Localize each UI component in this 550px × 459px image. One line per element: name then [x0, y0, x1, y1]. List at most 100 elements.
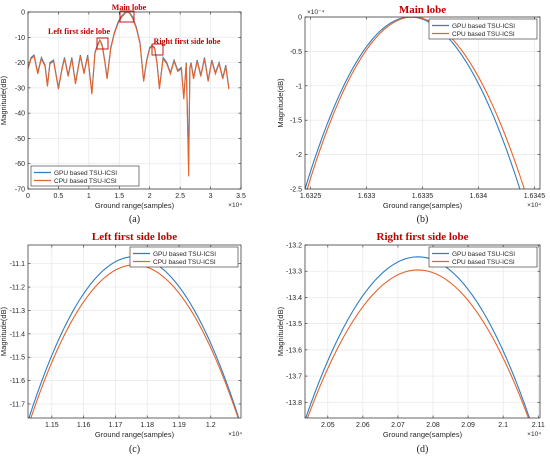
- x-tick-label: 2.5: [175, 193, 185, 200]
- x-tick-label: 1.18: [140, 422, 154, 429]
- y-tick-label: -40: [15, 111, 25, 118]
- axes-frame: [27, 244, 242, 419]
- y-tick-label: -13.6: [286, 347, 302, 354]
- axes-frame: [304, 16, 541, 190]
- plot-area: [28, 12, 241, 189]
- annotation-box: [151, 43, 164, 56]
- x-tick-label: 1.6335: [412, 193, 434, 200]
- panel-title: Main lobe: [399, 4, 446, 16]
- x-tick-label: 2.1: [498, 422, 508, 429]
- annotation-box: [119, 10, 135, 23]
- series-line-cpu: [28, 12, 230, 177]
- y-axis-label: Magnitude(dB): [0, 306, 8, 356]
- axes-frame: [304, 244, 541, 419]
- series-line-gpu: [305, 256, 530, 418]
- x-tick-label: 1.634: [470, 193, 488, 200]
- legend-box: [129, 246, 239, 268]
- x-tick-label: 2.09: [461, 422, 475, 429]
- x-exponent-label: ×10⁴: [527, 202, 541, 209]
- annotation-label: Main lobe: [112, 3, 147, 12]
- panel-caption: (c): [129, 444, 140, 455]
- panel-caption: (a): [129, 214, 140, 225]
- chart-panel-a: 0 0.5 1 1.5 2 2.5 3 3.5 0 -10 -20 -30 -40 -50 -60 -70 Gr…: [0, 3, 246, 225]
- chart-panel-b: 1.6325 1.633 1.6335 1.634 1.6345 0 -0.5 -1 -1.5 -…: [276, 4, 545, 225]
- y-tick-label: -13.2: [286, 243, 302, 250]
- legend-label: CPU based TSU-ICSI: [452, 259, 515, 266]
- chart-panel-c: 1.15 1.16 1.17 1.18 1.19 1.2 -11.1 -11.2 -11.3 -1…: [0, 231, 242, 455]
- x-tick-label: 1.15: [45, 422, 59, 429]
- y-tick-label: -11.3: [10, 308, 26, 315]
- legend-label: GPU based TSU-ICSI: [54, 170, 117, 177]
- legend-box: [428, 246, 538, 268]
- y-tick-label: -13.8: [286, 400, 302, 407]
- x-tick-label: 2.05: [321, 422, 335, 429]
- annotation-label: Right first side lobe: [154, 37, 221, 46]
- x-tick-label: 1.16: [77, 422, 91, 429]
- y-axis-label: Magnitude(dB): [276, 306, 285, 356]
- panel-caption: (d): [417, 444, 429, 455]
- y-axis-label: Magnitude(dB): [276, 78, 285, 128]
- x-tick-label: 2: [148, 193, 152, 200]
- x-tick-label: 3: [209, 193, 213, 200]
- y-exponent-label: ×10⁻⁴: [307, 9, 324, 16]
- y-tick-label: -70: [15, 187, 25, 194]
- y-tick-label: -11.2: [10, 285, 26, 292]
- x-tick-label: 1.19: [172, 422, 186, 429]
- y-tick-label: -13.3: [286, 269, 302, 276]
- legend-label: GPU based TSU-ICSI: [452, 23, 515, 30]
- y-tick-label: 0: [21, 10, 25, 17]
- y-tick-label: 0: [298, 15, 302, 22]
- y-tick-label: -11.5: [10, 355, 26, 362]
- axes-frame: [27, 11, 242, 190]
- annotation-label: Left first side lobe: [48, 27, 110, 36]
- y-tick-label: -50: [15, 136, 25, 143]
- y-tick-label: -30: [15, 85, 25, 92]
- legend-label: CPU based TSU-ICSI: [54, 178, 117, 185]
- x-axis-label: Ground range(samples): [383, 201, 463, 210]
- y-tick-label: -11.7: [10, 401, 26, 408]
- legend-label: GPU based TSU-ICSI: [153, 251, 216, 258]
- y-axis-label: Magnitude(dB): [0, 75, 8, 125]
- y-tick-label: -0.5: [290, 49, 302, 56]
- y-tick-label: -11.4: [10, 331, 26, 338]
- y-tick-label: -10: [15, 35, 25, 42]
- panel-title: Right first side lobe: [377, 231, 469, 243]
- plot-area: [28, 245, 241, 418]
- x-tick-label: 1.2: [206, 422, 216, 429]
- y-tick-label: -20: [15, 60, 25, 67]
- y-tick-label: -11.1: [10, 261, 26, 268]
- x-axis-label: Ground range(samples): [95, 201, 175, 210]
- y-tick-label: -60: [15, 161, 25, 168]
- x-tick-label: 1.633: [358, 193, 376, 200]
- panel-caption: (b): [417, 214, 429, 225]
- x-tick-label: 1.6345: [524, 193, 546, 200]
- chart-panel-d: 2.05 2.06 2.07 2.08 2.09 2.1 2.11 -13.2 -13.3 -13…: [276, 231, 545, 455]
- x-tick-label: 2.06: [356, 422, 370, 429]
- x-tick-label: 1.17: [109, 422, 123, 429]
- x-tick-label: 2.07: [391, 422, 405, 429]
- y-tick-label: -1.5: [290, 118, 302, 125]
- legend-label: GPU based TSU-ICSI: [452, 251, 515, 258]
- plot-area: [305, 245, 540, 418]
- legend-label: CPU based TSU-ICSI: [153, 259, 216, 266]
- legend-box: [428, 18, 538, 40]
- panel-title: Left first side lobe: [92, 231, 177, 243]
- x-exponent-label: ×10⁴: [228, 431, 242, 438]
- y-tick-label: -2: [296, 152, 302, 159]
- legend-label: CPU based TSU-ICSI: [452, 31, 515, 38]
- x-tick-label: 0.5: [54, 193, 64, 200]
- x-exponent-label: ×10⁴: [228, 202, 242, 209]
- x-tick-label: 1.5: [114, 193, 124, 200]
- x-tick-label: 3.5: [236, 193, 246, 200]
- x-tick-label: 2.11: [532, 422, 545, 429]
- legend-box: [30, 165, 140, 187]
- x-exponent-label: ×10⁴: [527, 431, 541, 438]
- y-tick-label: -13.5: [286, 321, 302, 328]
- y-tick-label: -2.5: [290, 187, 302, 194]
- series-line-cpu: [306, 269, 529, 418]
- y-tick-label: -1: [296, 83, 302, 90]
